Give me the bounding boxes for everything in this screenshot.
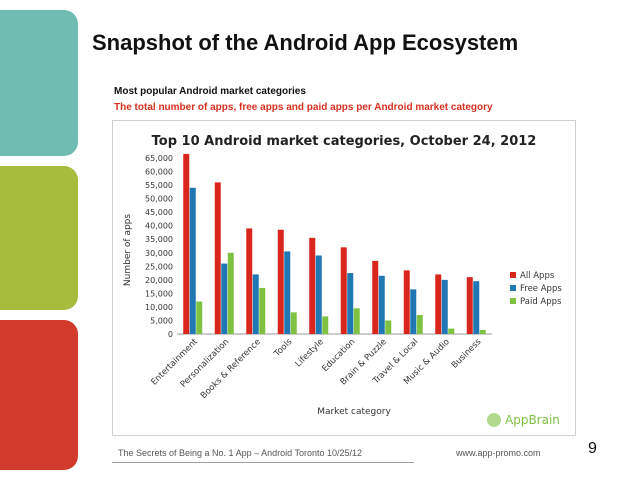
y-axis-label: Number of apps [123, 214, 133, 286]
bar-paid-apps-3 [290, 312, 297, 334]
bar-free-apps-5 [347, 273, 354, 334]
legend-swatch [510, 285, 516, 291]
y-tick-label: 45,000 [145, 208, 173, 217]
chart-subtitle: Most popular Android market categories [114, 86, 306, 97]
y-tick-label: 10,000 [145, 303, 173, 312]
legend-label: Paid Apps [520, 297, 562, 307]
bar-paid-apps-8 [448, 328, 455, 334]
bar-all-apps-9 [466, 277, 473, 334]
chart-title: Top 10 Android market categories, Octobe… [152, 134, 537, 149]
bar-all-apps-6 [372, 260, 379, 334]
bar-all-apps-1 [214, 182, 221, 334]
footer-divider [112, 462, 414, 463]
legend-swatch [510, 272, 516, 278]
bar-free-apps-7 [410, 289, 417, 334]
bar-free-apps-6 [378, 275, 385, 334]
y-tick-label: 5,000 [150, 316, 173, 325]
footer-link[interactable]: www.app-promo.com [456, 448, 541, 458]
y-tick-label: 0 [168, 330, 173, 339]
y-tick-label: 25,000 [145, 262, 173, 271]
y-tick-label: 65,000 [145, 154, 173, 163]
bar-all-apps-7 [403, 270, 410, 334]
y-tick-label: 35,000 [145, 235, 173, 244]
x-axis-label: Market category [317, 407, 391, 417]
bar-all-apps-8 [435, 274, 442, 334]
y-tick-label: 60,000 [145, 168, 173, 177]
bar-paid-apps-9 [479, 329, 486, 334]
bar-free-apps-0 [189, 187, 196, 334]
legend-label: Free Apps [520, 284, 562, 294]
y-tick-label: 55,000 [145, 181, 173, 190]
footer-text: The Secrets of Being a No. 1 App – Andro… [118, 448, 363, 458]
bar-paid-apps-0 [196, 301, 203, 334]
bar-paid-apps-1 [227, 252, 234, 334]
side-tab-teal [0, 10, 78, 156]
slide-title: Snapshot of the Android App Ecosystem [92, 30, 519, 55]
bar-free-apps-4 [315, 255, 322, 334]
bar-all-apps-2 [246, 228, 253, 334]
chart-legend: All Apps Free Apps Paid Apps [510, 271, 562, 307]
side-tab-green [0, 166, 78, 310]
bar-paid-apps-5 [353, 308, 360, 334]
bar-free-apps-3 [284, 251, 291, 334]
bar-all-apps-5 [340, 247, 347, 334]
bar-free-apps-8 [441, 279, 448, 334]
chart-container: Top 10 Android market categories, Octobe… [112, 120, 576, 436]
bar-paid-apps-7 [416, 315, 423, 334]
bar-paid-apps-4 [322, 316, 329, 334]
bar-all-apps-4 [309, 237, 316, 334]
watermark-text: AppBrain [505, 413, 560, 427]
legend-swatch [510, 298, 516, 304]
bar-free-apps-1 [221, 263, 228, 334]
bar-free-apps-9 [473, 281, 480, 334]
page-number: 9 [588, 440, 597, 457]
bar-free-apps-2 [252, 274, 259, 334]
bar-paid-apps-2 [259, 287, 266, 334]
y-tick-label: 30,000 [145, 249, 173, 258]
bar-paid-apps-6 [385, 320, 392, 334]
y-tick-label: 50,000 [145, 195, 173, 204]
legend-label: All Apps [520, 271, 555, 281]
appbrain-watermark: AppBrain [487, 413, 560, 427]
chart-description: The total number of apps, free apps and … [114, 102, 493, 113]
y-tick-label: 40,000 [145, 222, 173, 231]
y-tick-label: 15,000 [145, 289, 173, 298]
bar-chart: Top 10 Android market categories, Octobe… [112, 120, 576, 436]
side-tab-red [0, 320, 78, 470]
bar-all-apps-3 [277, 229, 284, 334]
appbrain-logo-icon [487, 413, 501, 427]
y-tick-label: 20,000 [145, 276, 173, 285]
bar-all-apps-0 [183, 153, 190, 334]
